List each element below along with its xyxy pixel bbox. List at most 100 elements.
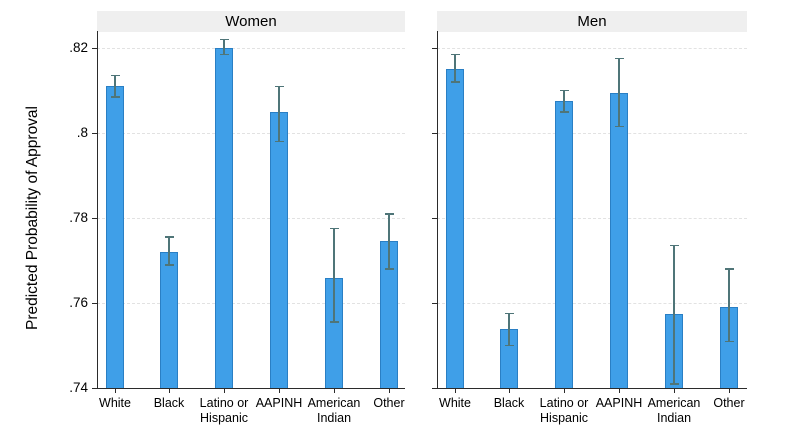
y-tick-label: .76 [69,295,88,310]
panel-title-women-label: Women [225,13,277,30]
error-bar-cap [559,111,569,113]
x-axis-tick [279,389,280,393]
gridline [437,302,747,304]
y-axis-tick [92,133,97,134]
gridline [97,47,405,49]
gridline [437,217,747,219]
x-axis-tick [674,389,675,393]
error-bar-cap [110,74,120,77]
bar [610,92,628,388]
error-bar [168,237,170,265]
error-bar [618,58,620,127]
gridline [97,217,405,219]
y-axis [437,31,438,389]
error-bar-cap [724,340,734,342]
x-axis [437,388,747,389]
error-bar-cap [329,227,339,230]
error-bar-cap [614,57,624,60]
error-bar-cap [164,264,174,266]
error-bar-cap [450,81,460,83]
x-axis-tick [334,389,335,393]
x-axis-tick [224,389,225,393]
error-bar [114,75,116,97]
x-axis-tick [389,389,390,393]
error-bar [333,228,335,323]
y-axis-tick [92,218,97,219]
bar [446,69,464,388]
error-bar-cap [450,53,460,56]
x-tick-label: American Indian [647,396,701,425]
error-bar-cap [274,85,284,87]
gridline [97,302,405,304]
error-bar-cap [614,125,624,128]
error-bar-cap [219,53,229,56]
error-bar-cap [384,268,394,270]
y-tick-label: .78 [69,210,88,225]
y-axis-tick [432,133,437,134]
bar [106,86,124,388]
x-tick-label: Latino or Hispanic [539,396,589,425]
error-bar-cap [504,312,514,315]
x-axis-tick [169,389,170,393]
error-bar-cap [219,38,229,41]
error-bar-cap [669,383,679,385]
y-tick-label: .8 [76,125,88,140]
error-bar [454,54,456,82]
x-tick-label: American Indian [307,396,361,425]
error-bar-cap [669,244,679,247]
y-axis-tick [432,303,437,304]
gridline [97,132,405,134]
error-bar-cap [329,321,339,323]
bar [270,111,288,388]
x-tick-label: Other [373,396,405,410]
bar [555,101,573,388]
error-bar [728,269,730,342]
y-axis-tick [92,303,97,304]
y-axis-tick [432,218,437,219]
x-axis-tick [509,389,510,393]
error-bar-cap [110,96,120,98]
x-axis-tick [455,389,456,393]
x-tick-label: Black [493,396,525,410]
x-axis-tick [619,389,620,393]
x-tick-label: Latino or Hispanic [199,396,249,425]
y-tick-label: .74 [69,380,88,395]
error-bar-cap [274,140,284,143]
error-bar [563,90,565,112]
x-tick-label: White [99,396,131,410]
error-bar [223,39,225,55]
error-bar-cap [384,213,394,215]
y-axis-title: Predicted Probability of Approval [24,105,41,331]
error-bar-cap [724,268,734,270]
gridline [437,47,747,49]
y-axis-tick [432,388,437,389]
gridline [437,132,747,134]
y-axis-tick [432,48,437,49]
panel-title-women: Women [97,11,405,32]
error-bar [508,313,510,346]
y-axis-tick [92,48,97,49]
panel-title-men: Men [437,11,747,32]
x-tick-label: AAPINH [595,396,643,410]
error-bar [388,213,390,269]
x-axis-tick [564,389,565,393]
x-tick-label: Black [153,396,185,410]
error-bar [673,245,675,384]
x-tick-label: Other [713,396,745,410]
x-tick-label: White [439,396,471,410]
panel-title-men-label: Men [577,13,607,30]
y-tick-label: .82 [69,40,88,55]
x-axis-tick [729,389,730,393]
x-tick-label: AAPINH [255,396,303,410]
bar [160,252,178,388]
error-bar-cap [504,344,514,347]
x-axis [97,388,405,389]
error-bar [278,86,280,142]
bar [215,48,233,388]
y-axis-tick [92,388,97,389]
error-bar-cap [559,89,569,92]
x-axis-tick [115,389,116,393]
y-axis [97,31,98,389]
error-bar-cap [164,236,174,238]
